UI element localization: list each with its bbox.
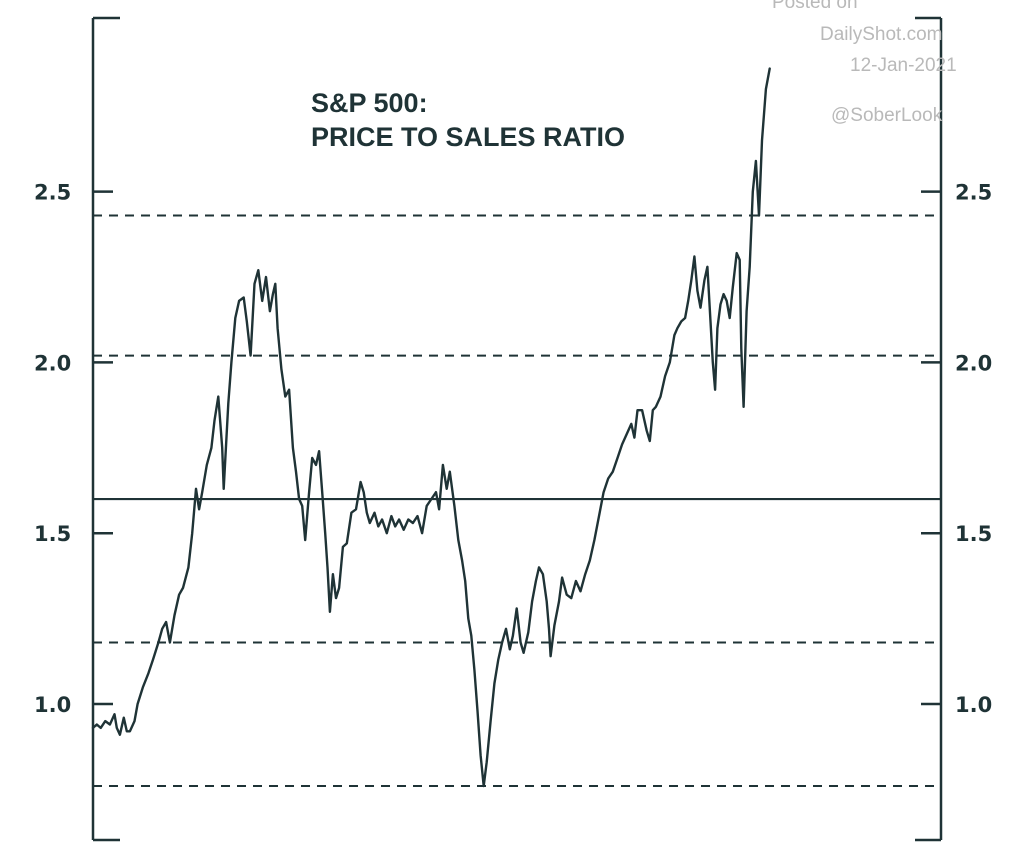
left-tick-label-1.5: 1.5 xyxy=(34,522,71,546)
watermark: Posted on DailyShot.com 12-Jan-2021 @Sob… xyxy=(772,0,957,126)
series-line xyxy=(91,67,771,788)
watermark-handle: @SoberLook xyxy=(831,105,943,126)
left-tick-label-1.0: 1.0 xyxy=(34,693,71,717)
right-tick-label-2.0: 2.0 xyxy=(955,351,992,375)
watermark-posted-on: Posted on xyxy=(772,0,858,13)
left-y-axis: 1.0 1.5 2.0 2.5 xyxy=(34,181,113,717)
left-tick-label-2.0: 2.0 xyxy=(34,351,71,375)
right-tick-label-1.0: 1.0 xyxy=(955,693,992,717)
watermark-date: 12-Jan-2021 xyxy=(850,55,957,76)
right-y-axis: 1.0 1.5 2.0 2.5 xyxy=(921,181,992,717)
watermark-source: DailyShot.com xyxy=(820,24,943,45)
left-tick-label-2.5: 2.5 xyxy=(34,181,71,205)
right-tick-label-1.5: 1.5 xyxy=(955,522,992,546)
right-tick-label-2.5: 2.5 xyxy=(955,181,992,205)
chart-subtitle: PRICE TO SALES RATIO xyxy=(311,122,625,152)
reference-lines xyxy=(93,214,941,787)
chart-title: S&P 500: xyxy=(311,88,428,118)
